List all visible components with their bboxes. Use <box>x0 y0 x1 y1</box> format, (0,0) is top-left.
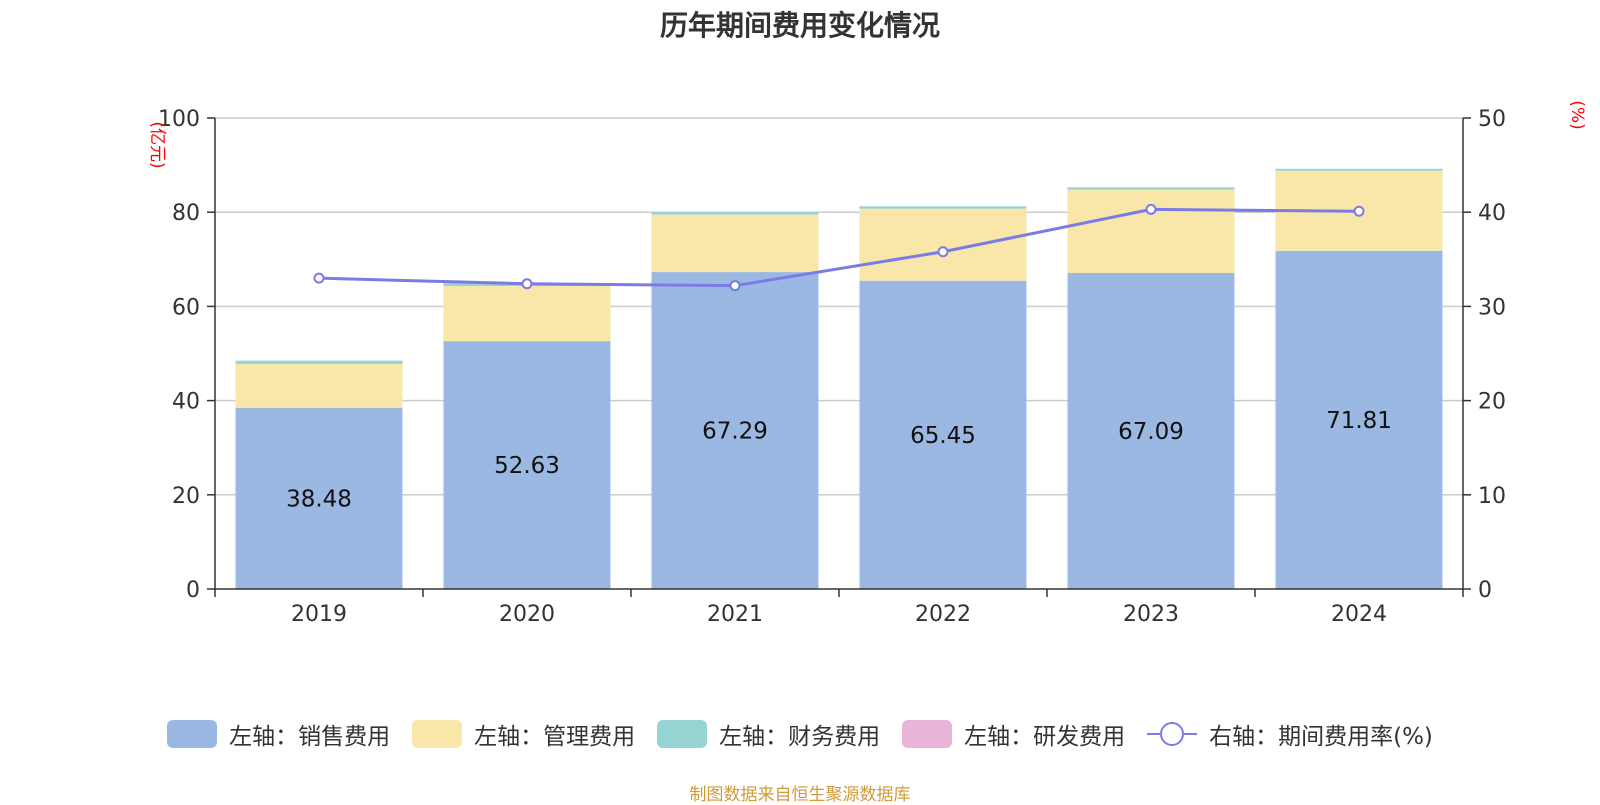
right-tick-label: 40 <box>1478 201 1506 226</box>
left-tick-label: 40 <box>172 390 200 415</box>
legend-swatch <box>657 720 708 748</box>
bar-value-label: 67.29 <box>702 419 768 445</box>
legend-item[interactable]: 左轴：财务费用 <box>657 717 880 751</box>
bar-segment <box>1275 168 1443 171</box>
legend-label: 左轴：管理费用 <box>474 724 636 750</box>
x-tick-label: 2024 <box>1331 602 1387 627</box>
bar-labels: 38.48 52.63 67.29 65.45 67.09 71.81 <box>286 408 1392 512</box>
legend-item[interactable]: 右轴：期间费用率(%) <box>1147 717 1433 751</box>
right-tick-label: 50 <box>1478 107 1506 132</box>
x-tick-label: 2023 <box>1123 602 1179 627</box>
right-tick-label: 30 <box>1478 295 1506 320</box>
rate-line <box>313 203 1365 292</box>
bar-segment <box>235 407 403 589</box>
bar-segment <box>235 363 403 408</box>
axes: 0 20 40 60 80 100 0 10 20 30 40 50 2019 2020 2021 2022 2… <box>158 107 1506 627</box>
bar-segment <box>1067 189 1235 274</box>
left-tick-label: 80 <box>172 201 200 226</box>
legend-swatch <box>902 720 953 748</box>
legend: 左轴：销售费用 左轴：管理费用 左轴：财务费用 左轴：研发费用 右轴：期间费用率(%) <box>0 717 1600 751</box>
bar-segment <box>651 272 819 589</box>
data-source: 制图数据来自恒生聚源数据库 <box>689 785 911 805</box>
bar-segment <box>1067 273 1235 589</box>
rate-line-path <box>318 207 1360 288</box>
legend-item[interactable]: 左轴：管理费用 <box>412 717 635 751</box>
chart-plot: 0 20 40 60 80 100 0 10 20 30 40 50 2019 2020 2021 2022 2… <box>147 100 1587 627</box>
bar-segment <box>651 214 819 273</box>
bar-segment <box>1275 250 1443 589</box>
rate-point <box>1353 205 1365 217</box>
legend-label: 左轴：研发费用 <box>964 724 1126 750</box>
bar-segment <box>1067 187 1235 190</box>
bar-value-label: 52.63 <box>494 453 560 479</box>
left-tick-label: 100 <box>158 107 200 132</box>
bars <box>235 168 1443 589</box>
bar-segment <box>443 341 611 589</box>
bar-segment <box>859 206 1027 209</box>
bar-segment <box>859 280 1027 589</box>
x-tick-label: 2022 <box>915 602 971 627</box>
left-tick-label: 20 <box>172 484 200 509</box>
right-tick-label: 20 <box>1478 390 1506 415</box>
left-tick-label: 0 <box>186 578 200 603</box>
legend-label: 右轴：期间费用率(%) <box>1209 724 1433 750</box>
bar-value-label: 71.81 <box>1326 408 1392 434</box>
bar-segment <box>859 208 1027 281</box>
rate-point <box>937 246 949 258</box>
x-tick-label: 2021 <box>707 602 763 627</box>
rate-point <box>1145 203 1157 215</box>
right-tick-label: 10 <box>1478 484 1506 509</box>
right-tick-label: 0 <box>1478 578 1492 603</box>
bar-segment <box>651 212 819 215</box>
bar-value-label: 65.45 <box>910 423 976 449</box>
left-tick-label: 60 <box>172 295 200 320</box>
bar-segment <box>443 286 611 342</box>
gridlines <box>215 117 1463 496</box>
bar-value-label: 67.09 <box>1118 419 1184 445</box>
bar-value-label: 38.48 <box>286 486 352 512</box>
rate-point <box>521 278 533 290</box>
legend-swatch <box>412 720 463 748</box>
left-axis-unit: (亿元) <box>147 121 167 168</box>
legend-item[interactable]: 左轴：销售费用 <box>167 717 390 751</box>
right-axis-unit: (%) <box>1567 100 1587 129</box>
chart-title: 历年期间费用变化情况 <box>659 9 940 42</box>
legend-label: 左轴：财务费用 <box>719 724 881 750</box>
x-tick-label: 2019 <box>291 602 347 627</box>
bar-segment <box>235 360 403 364</box>
legend-swatch <box>167 720 218 748</box>
rate-point <box>729 280 741 292</box>
legend-label: 左轴：销售费用 <box>229 724 391 750</box>
rate-point <box>313 272 325 284</box>
legend-line-swatch <box>1147 722 1198 746</box>
x-tick-label: 2020 <box>499 602 555 627</box>
legend-item[interactable]: 左轴：研发费用 <box>902 717 1125 751</box>
